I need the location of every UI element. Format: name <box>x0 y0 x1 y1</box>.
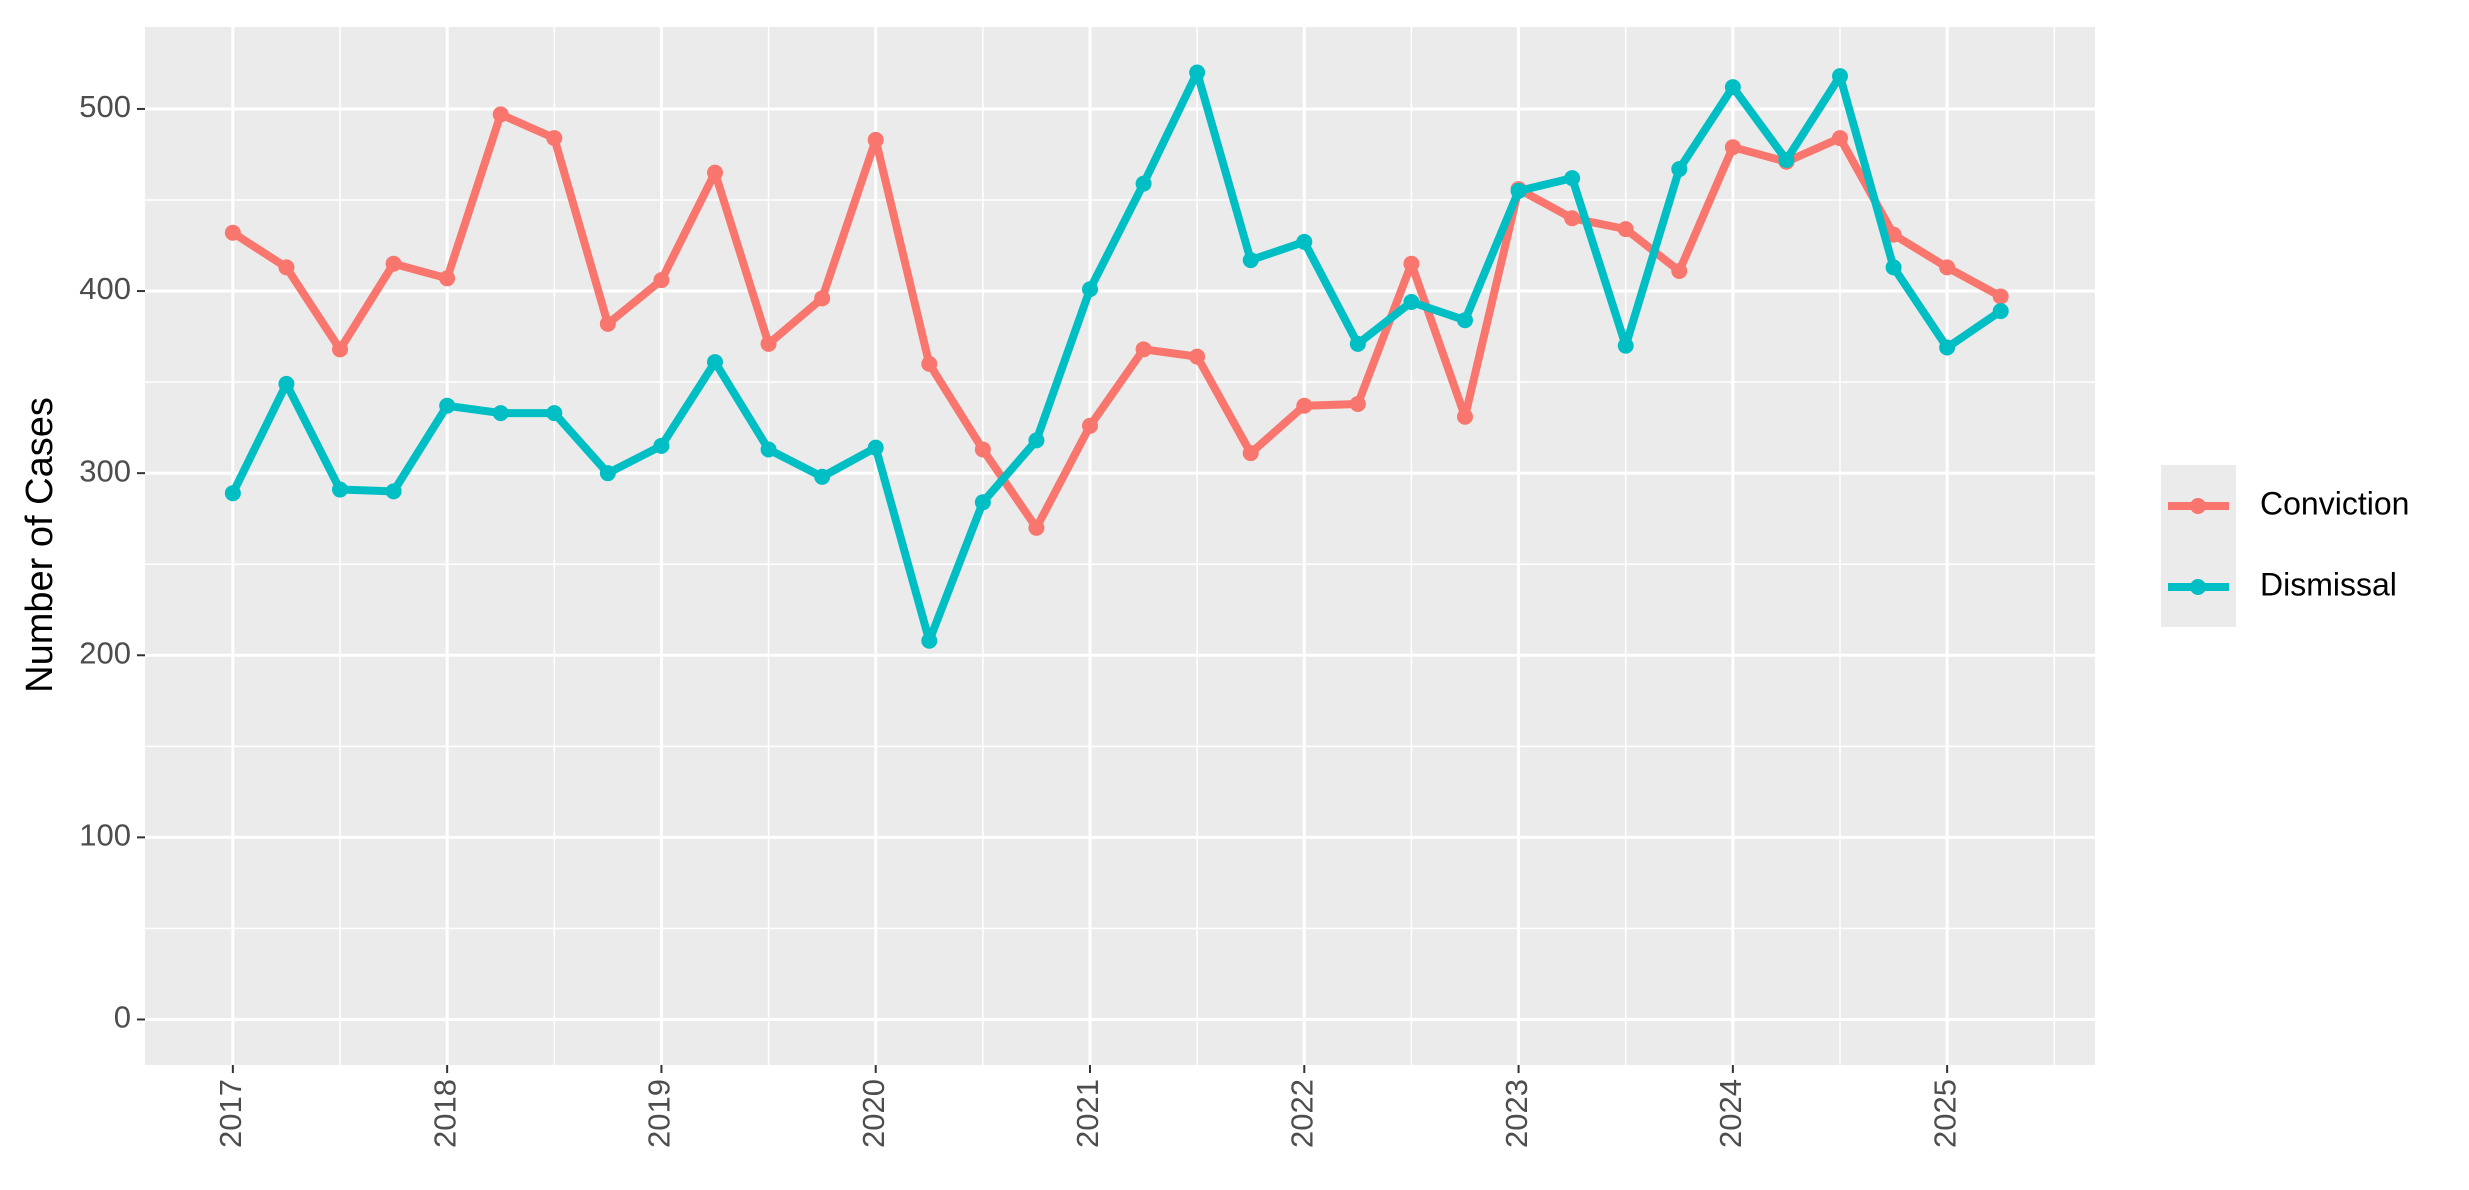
data-point <box>385 483 402 500</box>
x-tick-label: 2020 <box>856 1079 891 1148</box>
data-point <box>1457 408 1473 425</box>
legend-key-background <box>2161 465 2236 627</box>
data-point <box>1832 130 1848 147</box>
data-point <box>224 224 241 241</box>
data-point <box>546 130 563 147</box>
data-point <box>599 315 616 332</box>
series-line <box>230 110 2003 532</box>
data-point <box>1082 281 1098 298</box>
data-point <box>1028 519 1045 536</box>
data-point <box>1671 263 1688 280</box>
y-tick-label: 300 <box>79 453 131 488</box>
data-point <box>1885 259 1902 276</box>
data-point <box>1939 339 1956 356</box>
data-point <box>439 270 456 287</box>
y-tick-label: 500 <box>79 89 131 124</box>
y-tick-label: 0 <box>114 1000 131 1035</box>
data-point <box>867 131 884 148</box>
data-point <box>1135 175 1152 192</box>
data-point <box>814 290 831 307</box>
data-point <box>1082 417 1098 434</box>
data-point <box>1671 161 1688 178</box>
data-point <box>760 335 777 352</box>
data-point <box>1349 395 1366 412</box>
data-point <box>1939 259 1956 276</box>
data-point <box>546 405 563 422</box>
data-point <box>278 375 295 392</box>
x-tick-label: 2017 <box>213 1079 248 1148</box>
data-point <box>332 341 348 358</box>
data-point <box>1135 341 1152 358</box>
data-point <box>974 494 991 511</box>
data-point <box>921 632 938 649</box>
data-point <box>1403 255 1420 272</box>
data-point <box>974 441 991 458</box>
y-axis-label: Number of Cases <box>19 397 61 693</box>
data-point <box>653 272 670 289</box>
data-point <box>1242 445 1259 462</box>
data-point <box>1296 233 1313 250</box>
data-point <box>278 259 295 276</box>
data-point <box>1189 348 1206 365</box>
data-point <box>1992 303 2009 320</box>
legend-key-point <box>2190 579 2206 595</box>
x-tick-label: 2024 <box>1713 1079 1748 1148</box>
data-point <box>1510 182 1527 199</box>
data-point <box>1564 210 1581 227</box>
data-point <box>1992 288 2009 305</box>
x-tick-label: 2023 <box>1499 1079 1534 1148</box>
data-point <box>653 437 670 454</box>
data-point <box>1296 397 1313 414</box>
data-point <box>1349 335 1366 352</box>
data-point <box>1028 432 1045 449</box>
data-point <box>1564 170 1581 187</box>
data-point <box>921 355 938 372</box>
panel <box>145 27 2095 1065</box>
data-point <box>492 405 509 422</box>
data-point <box>760 441 777 458</box>
data-point <box>599 465 616 482</box>
data-point <box>1832 68 1848 85</box>
data-point <box>224 485 241 502</box>
data-point <box>492 106 509 123</box>
legend-key-point <box>2190 498 2206 514</box>
data-point <box>707 354 723 371</box>
x-tick-label: 2018 <box>427 1079 462 1148</box>
data-point <box>1403 293 1420 310</box>
data-point <box>1617 337 1634 354</box>
data-point <box>439 397 456 414</box>
y-tick-label: 200 <box>79 635 131 670</box>
data-point <box>1242 252 1259 269</box>
x-tick-label: 2022 <box>1284 1079 1319 1148</box>
data-point <box>814 468 831 485</box>
data-point <box>1457 312 1473 329</box>
data-point <box>1778 151 1795 168</box>
data-point <box>707 164 723 181</box>
data-point <box>1724 79 1741 96</box>
x-tick-label: 2025 <box>1927 1079 1962 1148</box>
data-point <box>385 255 402 272</box>
data-point <box>1617 221 1634 238</box>
series-line <box>229 68 2003 645</box>
x-tick-label: 2019 <box>642 1079 677 1148</box>
data-point <box>332 481 348 498</box>
data-point <box>1724 139 1741 156</box>
legend-label: Dismissal <box>2260 566 2397 602</box>
x-tick-label: 2021 <box>1070 1079 1105 1148</box>
legend-label: Conviction <box>2260 485 2409 521</box>
y-tick-label: 400 <box>79 271 131 306</box>
data-point <box>1189 64 1206 81</box>
data-point <box>867 439 884 456</box>
y-tick-label: 100 <box>79 818 131 853</box>
